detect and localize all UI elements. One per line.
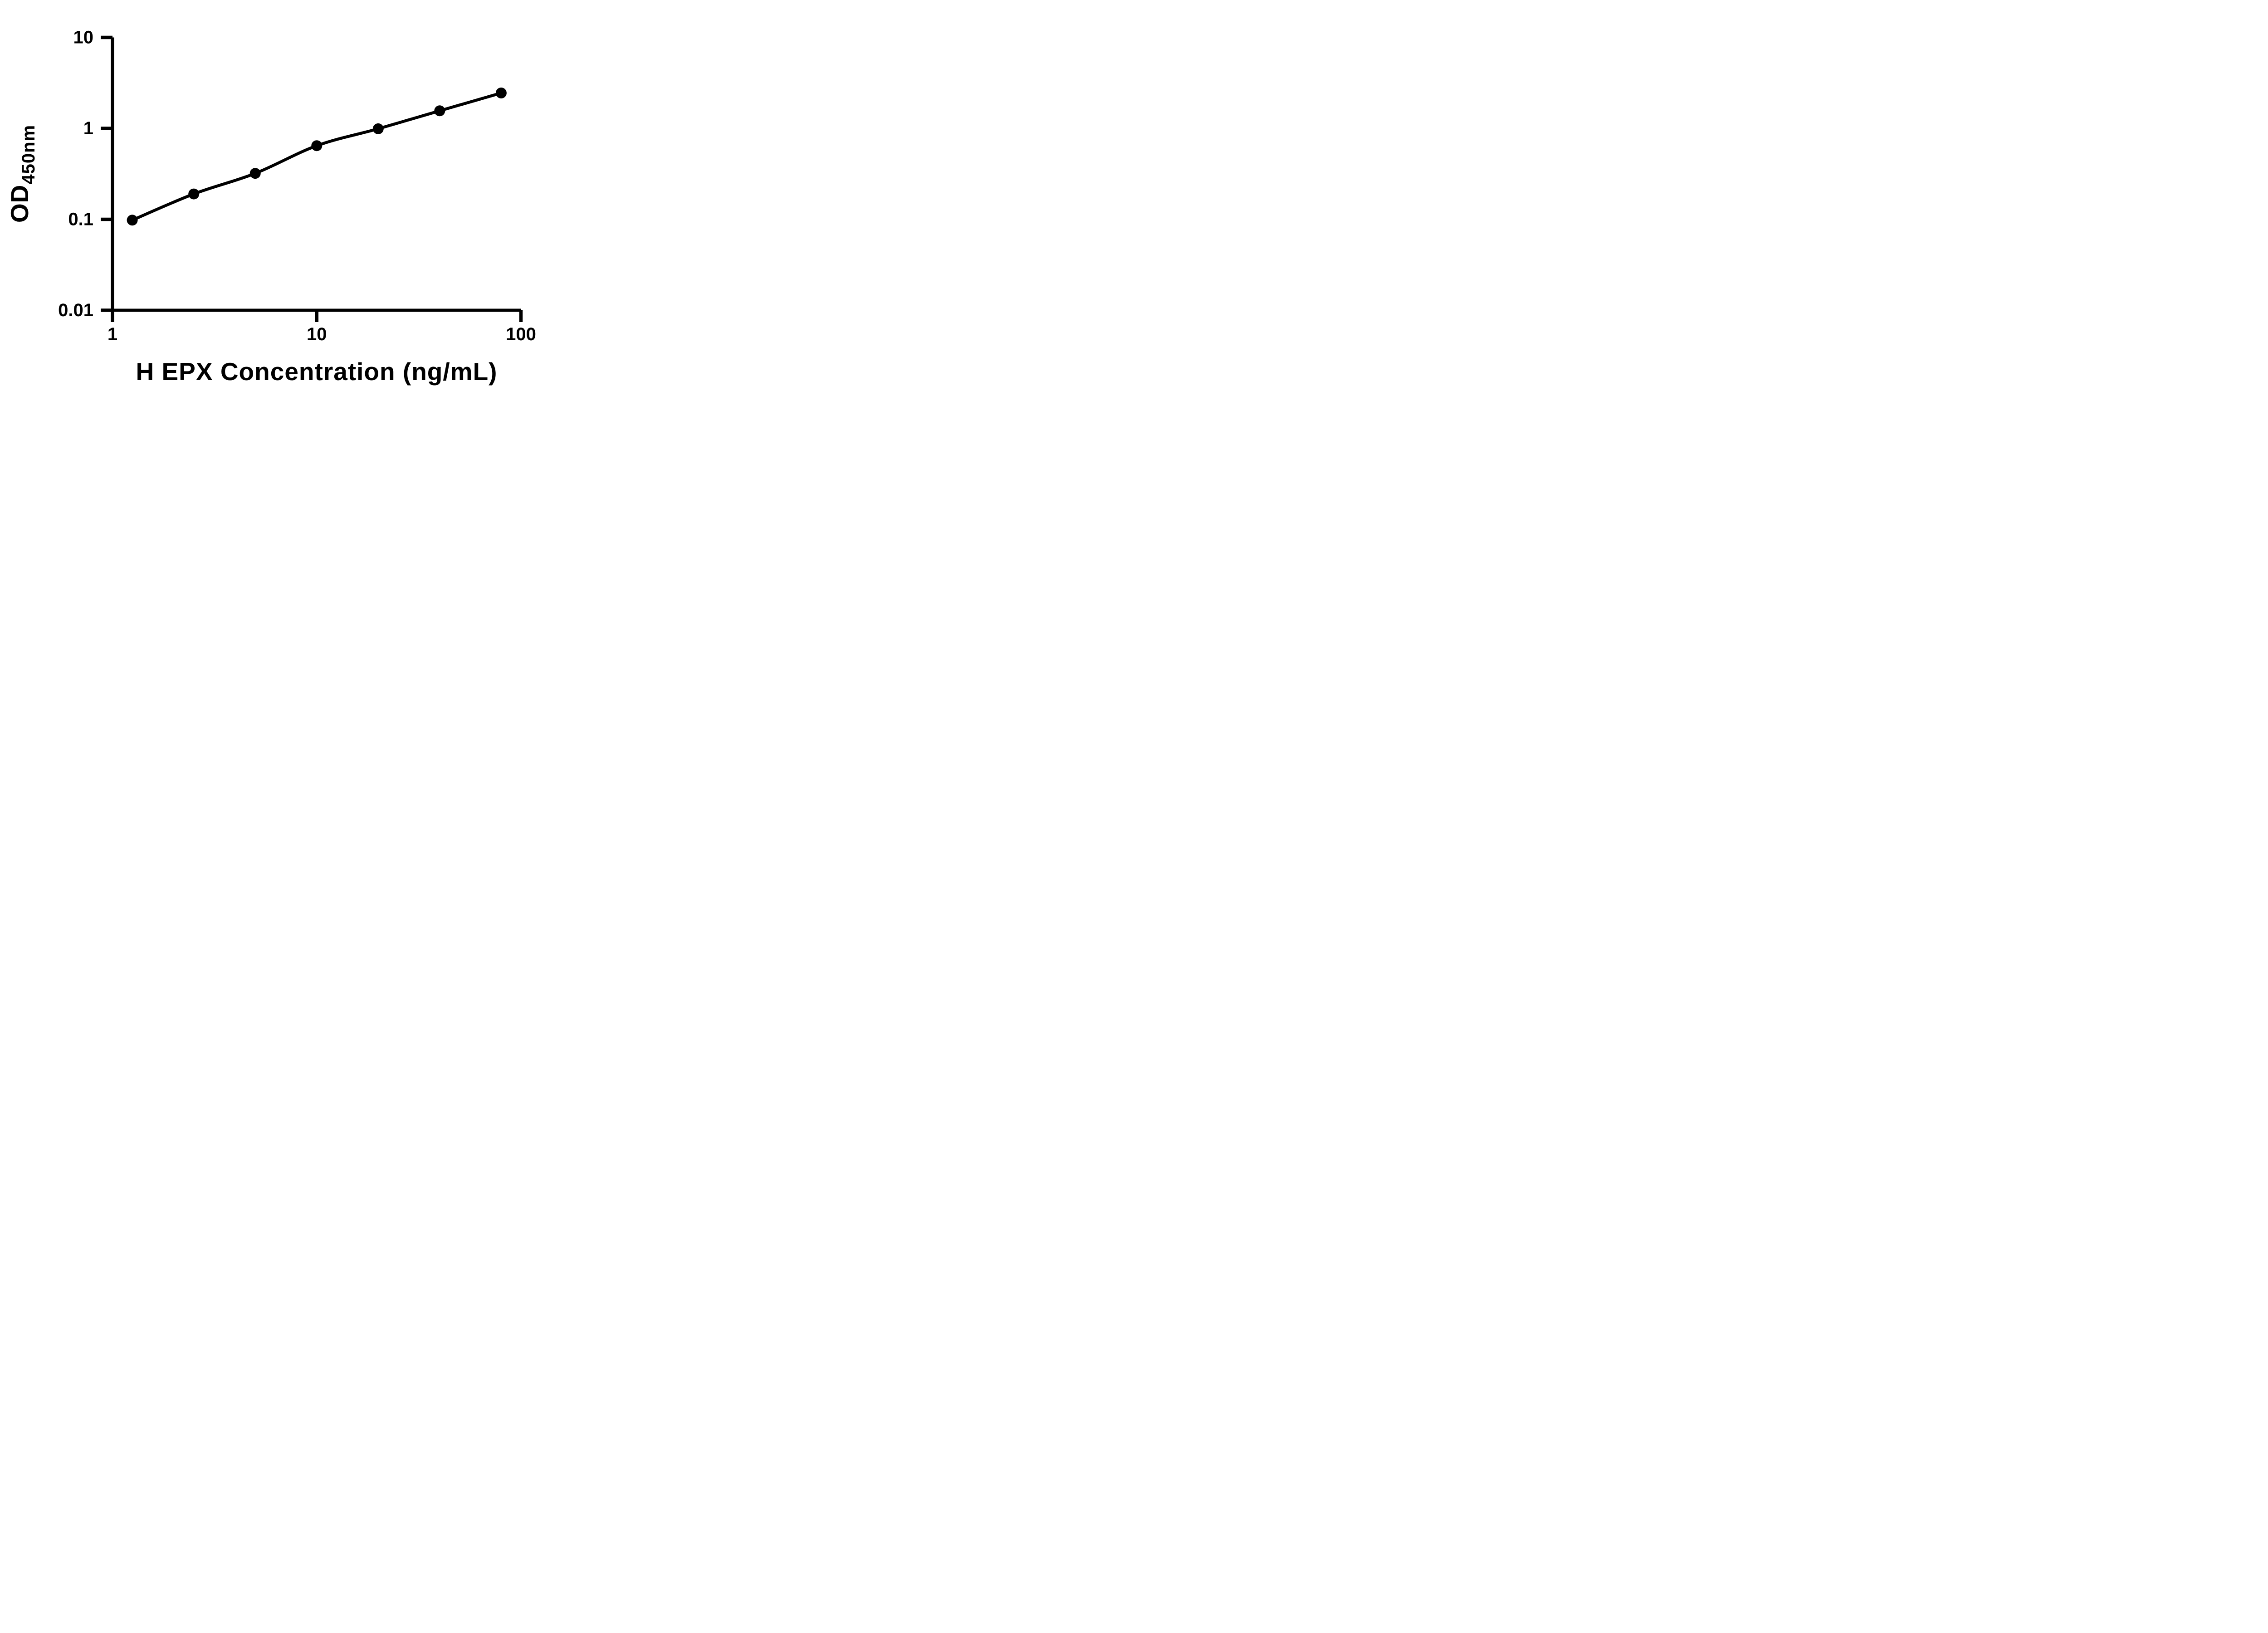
y-tick-label-10: 10 <box>73 28 94 48</box>
y-tick-label-0.01: 0.01 <box>58 300 93 320</box>
x-tick-label-1: 1 <box>108 324 117 344</box>
data-point-1.25ng-ml <box>127 215 138 226</box>
data-point-40ng-ml <box>434 105 445 117</box>
x-tick-label-10: 10 <box>307 324 327 344</box>
data-point-5ng-ml <box>249 168 261 179</box>
data-point-80ng-ml <box>495 88 507 98</box>
x-tick-label-100: 100 <box>506 324 536 344</box>
standard-curve-figure: 10 1 0.1 0.01 1 10 100 OD450nm H EPX Concentra… <box>0 0 583 408</box>
trend-line <box>131 91 503 222</box>
data-point-10ng-ml <box>311 140 323 152</box>
y-tick-label-0.1: 0.1 <box>68 210 93 230</box>
y-axis-title-subscript: 450nm <box>19 125 39 185</box>
data-point-20ng-ml <box>372 123 384 134</box>
y-tick-label-1: 1 <box>83 118 93 138</box>
axes-spine <box>111 37 521 312</box>
y-axis-title: OD450nm <box>5 125 39 223</box>
plot-svg: 10 1 0.1 0.01 1 10 100 OD450nm H EPX Concentra… <box>5 28 536 386</box>
y-axis-title-main: OD <box>5 185 34 223</box>
plot-area: 10 1 0.1 0.01 1 10 100 <box>58 28 536 345</box>
data-point-2.5ng-ml <box>188 188 200 200</box>
x-axis-title: H EPX Concentration (ng/mL) <box>136 357 498 386</box>
